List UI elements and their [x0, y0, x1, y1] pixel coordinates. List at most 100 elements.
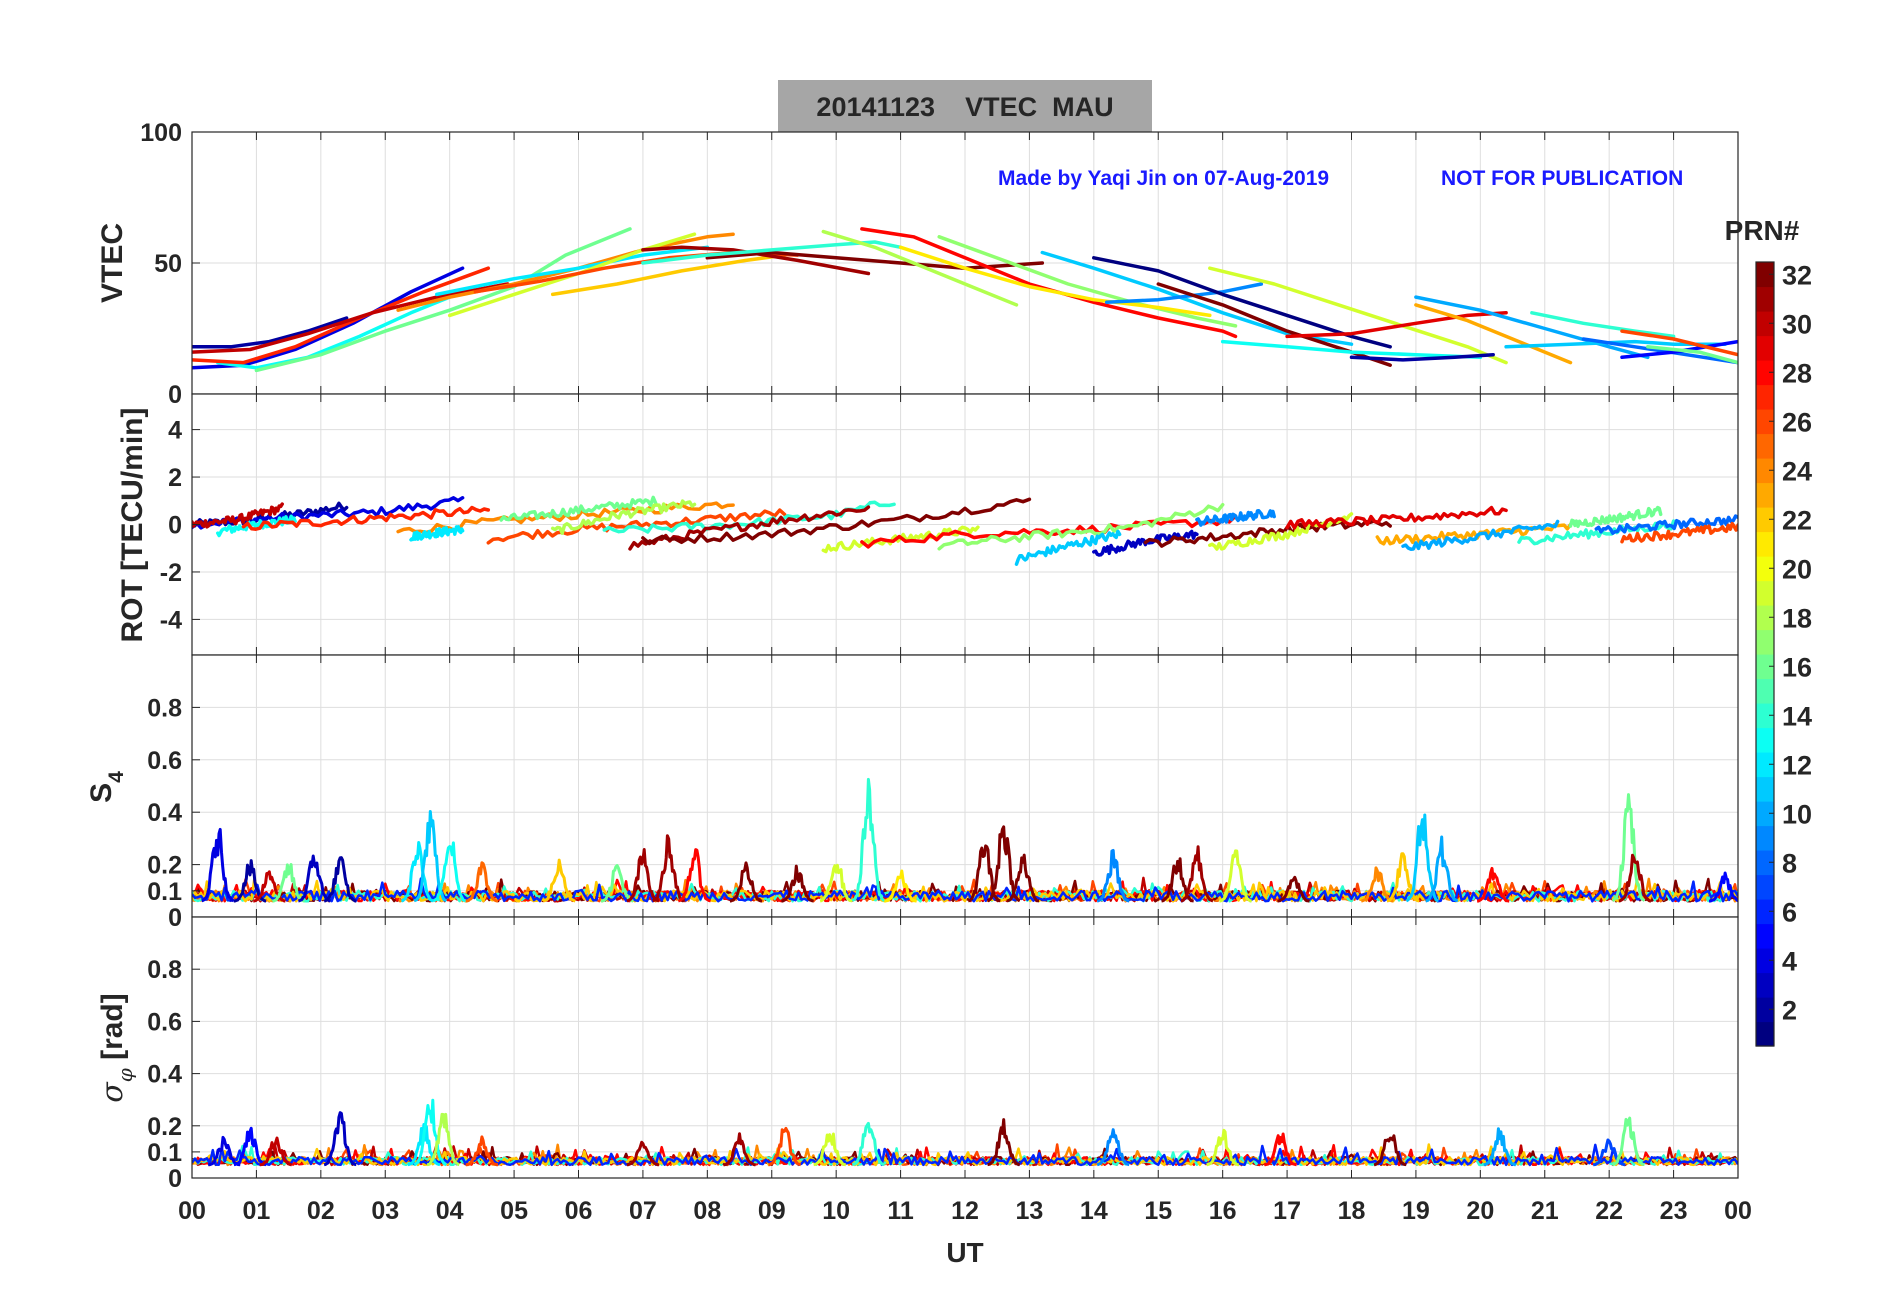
rot-series-prn-29 [1285, 505, 1508, 530]
colorbar-tick-label: 30 [1782, 309, 1812, 339]
colorbar-band [1756, 360, 1774, 386]
sigma-burst-prn-31 [626, 1140, 660, 1167]
vtec-series-prn-8 [1581, 337, 1738, 365]
s4-burst-prn-9 [1096, 848, 1130, 903]
sigma-burst-prn-12 [407, 1123, 441, 1167]
vtec-ytick-label: 0 [168, 381, 182, 409]
colorbar-tick-label: 12 [1782, 750, 1812, 780]
chart-title: 20141123 VTEC MAU [816, 92, 1113, 122]
sigma-ytick-label: 0.8 [147, 956, 182, 984]
x-tick-label: 15 [1144, 1197, 1172, 1225]
rot-grid [191, 394, 1739, 655]
vtec-series-prn-12 [435, 245, 710, 297]
s4-burst-prn-31 [626, 848, 660, 903]
vtec-series-prn-19 [1208, 266, 1508, 365]
s4-ytick-label: 0 [168, 904, 182, 932]
colorbar-tick-label: 18 [1782, 603, 1812, 633]
colorbar-band [1756, 384, 1774, 410]
rot-data [192, 495, 1738, 566]
s4-burst-prn-19 [1219, 849, 1252, 903]
colorbar-tick-label: 20 [1782, 554, 1812, 584]
s4-burst-prn-25 [465, 861, 499, 903]
colorbar-band [1756, 654, 1774, 680]
s4-burst-prn-32 [729, 861, 763, 903]
x-tick-label: 20 [1466, 1197, 1494, 1225]
sigma-burst-prn-3 [323, 1111, 357, 1167]
rot-series-prn-12 [409, 525, 465, 542]
colorbar-band [1756, 678, 1774, 704]
s4-ytick-label: 0.8 [147, 694, 182, 722]
colorbar-tick-label: 16 [1782, 652, 1812, 682]
sigma-burst-prn-28 [1264, 1132, 1298, 1167]
vtec-panel: 0 50 100 [140, 119, 1739, 409]
s4-ytick-label: 0.6 [147, 747, 182, 775]
s4-burst-prn-13 [433, 841, 467, 903]
colorbar-band [1756, 825, 1774, 851]
x-tick-label: 17 [1273, 1197, 1301, 1225]
sigma-burst-prn-32 [987, 1118, 1021, 1167]
vtec-series-prn-30 [192, 282, 510, 354]
colorbar-tick-label: 22 [1782, 505, 1812, 535]
x-tick-label: 18 [1338, 1197, 1366, 1225]
rot-series-prn-10 [1401, 519, 1560, 551]
rot-series-prn-8 [1594, 514, 1738, 535]
colorbar-frame [1755, 261, 1775, 1047]
rot-ytick-label: 0 [168, 512, 182, 540]
x-tick-label: 04 [436, 1197, 464, 1225]
x-tick-label: 05 [500, 1197, 528, 1225]
colorbar-band [1756, 776, 1774, 802]
rot-ytick-label: 4 [168, 417, 182, 445]
rot-series-prn-27 [241, 505, 491, 531]
rot-series-prn-9 [1195, 509, 1276, 527]
sigma-burst-prn-31 [723, 1132, 756, 1167]
x-tick-label: 12 [951, 1197, 979, 1225]
s4-ytick-label: 0.1 [147, 878, 182, 906]
x-tick-label: 03 [371, 1197, 399, 1225]
x-tick-label: 08 [693, 1197, 721, 1225]
colorbar-band [1756, 507, 1774, 533]
sigma-data [192, 1098, 1738, 1167]
colorbar-band [1756, 580, 1774, 606]
vtec-series-prn-14 [1530, 311, 1676, 339]
sigma-ylabel: σφ [rad] [95, 993, 137, 1103]
rot-panel: -4 -2 0 2 4 [160, 393, 1739, 656]
vtec-series-prn-1 [1092, 256, 1392, 349]
vtec-series-prn-13 [216, 295, 452, 370]
vtec-series-prn-16 [254, 227, 632, 373]
colorbar-band [1756, 629, 1774, 655]
s4-burst-prn-3 [297, 854, 331, 903]
colorbar-band [1756, 948, 1774, 974]
vtec-series-prn-31 [641, 245, 871, 276]
sigma-panel: 00.10.2 0.4 0.6 0.8 [147, 916, 1739, 1193]
colorbar-band [1756, 752, 1774, 778]
sigma-baseline-prn-6 [192, 1143, 1738, 1167]
sigma-ytick-label: 0.4 [147, 1061, 182, 1089]
colorbar-tick-label: 28 [1782, 358, 1812, 388]
x-tick-label: 21 [1531, 1197, 1559, 1225]
vtec-series-prn-29 [1285, 311, 1508, 339]
colorbar-band [1756, 482, 1774, 508]
vtec-series-prn-22 [550, 253, 787, 297]
colorbar-tick-label: 4 [1782, 946, 1797, 976]
sigma-burst-prn-9 [1096, 1128, 1130, 1167]
colorbar-band [1756, 335, 1774, 361]
vtec-series-prn-2 [1349, 352, 1495, 362]
s4-burst-prn-28 [1476, 866, 1510, 903]
rot-series-prn-18 [550, 499, 697, 535]
rot-series-prn-28 [860, 514, 1238, 549]
colorbar-band [1756, 409, 1774, 435]
vtec-series-prn-10 [1414, 295, 1650, 360]
s4-burst-prn-22 [1386, 852, 1420, 903]
vtec-series-prn-32 [705, 250, 1045, 270]
rot-series-prn-26 [1620, 521, 1738, 544]
colorbar-band [1756, 605, 1774, 631]
rot-ytick-label: -4 [160, 606, 182, 634]
sigma-ytick-label: 0.2 [147, 1113, 182, 1141]
x-tick-label: 00 [1724, 1197, 1752, 1225]
s4-burst-prn-32 [1161, 857, 1194, 903]
s4-burst-prn-31 [1180, 845, 1214, 903]
rot-series-prn-30 [192, 502, 284, 529]
x-axis-label: UT [946, 1237, 983, 1268]
watermark-notice: NOT FOR PUBLICATION [1441, 167, 1683, 190]
